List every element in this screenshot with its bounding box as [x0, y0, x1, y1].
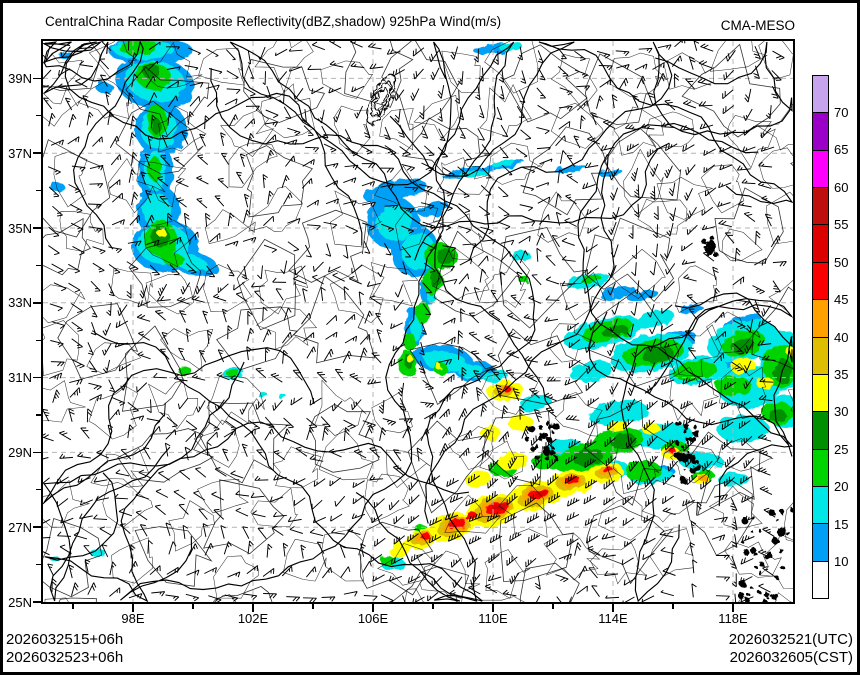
lon-tick-label: 102E [237, 611, 269, 626]
colorbar-segment [813, 76, 828, 113]
valid-time-cst: 2026032605(CST) [729, 649, 853, 666]
reflectivity-colorbar [812, 75, 829, 599]
province-boundaries-layer [43, 41, 793, 602]
colorbar-segment [813, 299, 828, 337]
colorbar-segment [813, 373, 828, 412]
axis-tick-mark [36, 190, 41, 192]
colorbar-level-label: 20 [834, 479, 849, 495]
lon-tick-label: 114E [598, 611, 628, 626]
axis-tick-mark [33, 227, 41, 229]
init-time-utc: 2026032515+06h [6, 631, 124, 648]
axis-tick-mark [36, 264, 41, 266]
axis-tick-mark [372, 604, 374, 612]
colorbar-segment [813, 485, 828, 524]
axis-tick-mark [732, 604, 734, 612]
colorbar-segment [813, 448, 828, 486]
axis-tick-mark [612, 604, 614, 612]
colorbar-level-label: 30 [834, 404, 849, 420]
valid-time-utc: 2026032521(UTC) [728, 631, 853, 648]
axis-tick-mark [33, 526, 41, 528]
axis-tick-mark [33, 451, 41, 454]
colorbar-segment [813, 112, 828, 150]
colorbar-level-label: 25 [834, 441, 849, 457]
axis-tick-mark [252, 604, 254, 612]
lat-tick-label: 29N [8, 444, 32, 460]
lat-tick-label: 27N [8, 519, 32, 535]
colorbar-level-label: 15 [834, 516, 849, 532]
wind-barbs-layer [43, 41, 787, 602]
colorbar-segment [813, 224, 828, 262]
axis-tick-mark [432, 604, 434, 609]
lon-tick-label: 118E [718, 611, 748, 626]
axis-tick-mark [72, 604, 74, 609]
lat-tick-label: 31N [8, 370, 32, 386]
lat-tick-label: 39N [8, 70, 32, 86]
axis-tick-mark [192, 604, 194, 609]
axis-tick-mark [33, 601, 41, 603]
axis-tick-mark [36, 564, 41, 566]
colorbar-segment [813, 560, 828, 599]
lon-tick-label: 110E [478, 611, 508, 626]
axis-tick-mark [492, 604, 494, 612]
colorbar-segment [813, 411, 828, 449]
lat-tick-label: 25N [8, 594, 32, 610]
colorbar-level-label: 60 [834, 179, 849, 195]
axis-tick-mark [552, 604, 554, 609]
lat-tick-label: 37N [8, 145, 32, 161]
colorbar-level-label: 40 [834, 329, 849, 345]
lon-tick-label: 98E [121, 611, 145, 626]
axis-tick-mark [132, 604, 134, 612]
colorbar-level-label: 65 [834, 142, 849, 158]
axis-tick-mark [36, 414, 41, 416]
colorbar-segment [813, 261, 828, 300]
axis-tick-mark [312, 604, 314, 609]
colorbar-level-label: 55 [834, 217, 849, 233]
axis-tick-mark [36, 339, 41, 341]
map-panel [41, 39, 795, 604]
model-name-label: CMA-MESO [720, 18, 795, 33]
axis-tick-mark [672, 604, 674, 609]
axis-tick-mark [33, 77, 41, 80]
colorbar-level-label: 50 [834, 254, 849, 270]
colorbar-level-label: 35 [834, 366, 849, 382]
colorbar-level-label: 45 [834, 292, 849, 308]
lat-tick-label: 35N [8, 220, 32, 236]
reflectivity-layer [49, 41, 793, 571]
lat-tick-label: 33N [8, 295, 32, 311]
colorbar-segment [813, 149, 828, 188]
lon-tick-label: 106E [357, 611, 389, 626]
axis-tick-mark [36, 115, 41, 117]
colorbar-segment [813, 336, 828, 374]
axis-tick-mark [33, 376, 41, 379]
axis-tick-mark [33, 152, 41, 154]
init-time-cst: 2026032523+06h [6, 649, 124, 666]
axis-tick-mark [36, 489, 41, 491]
colorbar-level-label: 70 [834, 104, 849, 120]
chart-title: CentralChina Radar Composite Reflectivit… [45, 14, 502, 29]
colorbar-level-label: 10 [834, 554, 849, 570]
map-canvas [43, 41, 793, 602]
colorbar-segment [813, 187, 828, 225]
colorbar-segment [813, 523, 828, 561]
axis-tick-mark [33, 302, 41, 304]
